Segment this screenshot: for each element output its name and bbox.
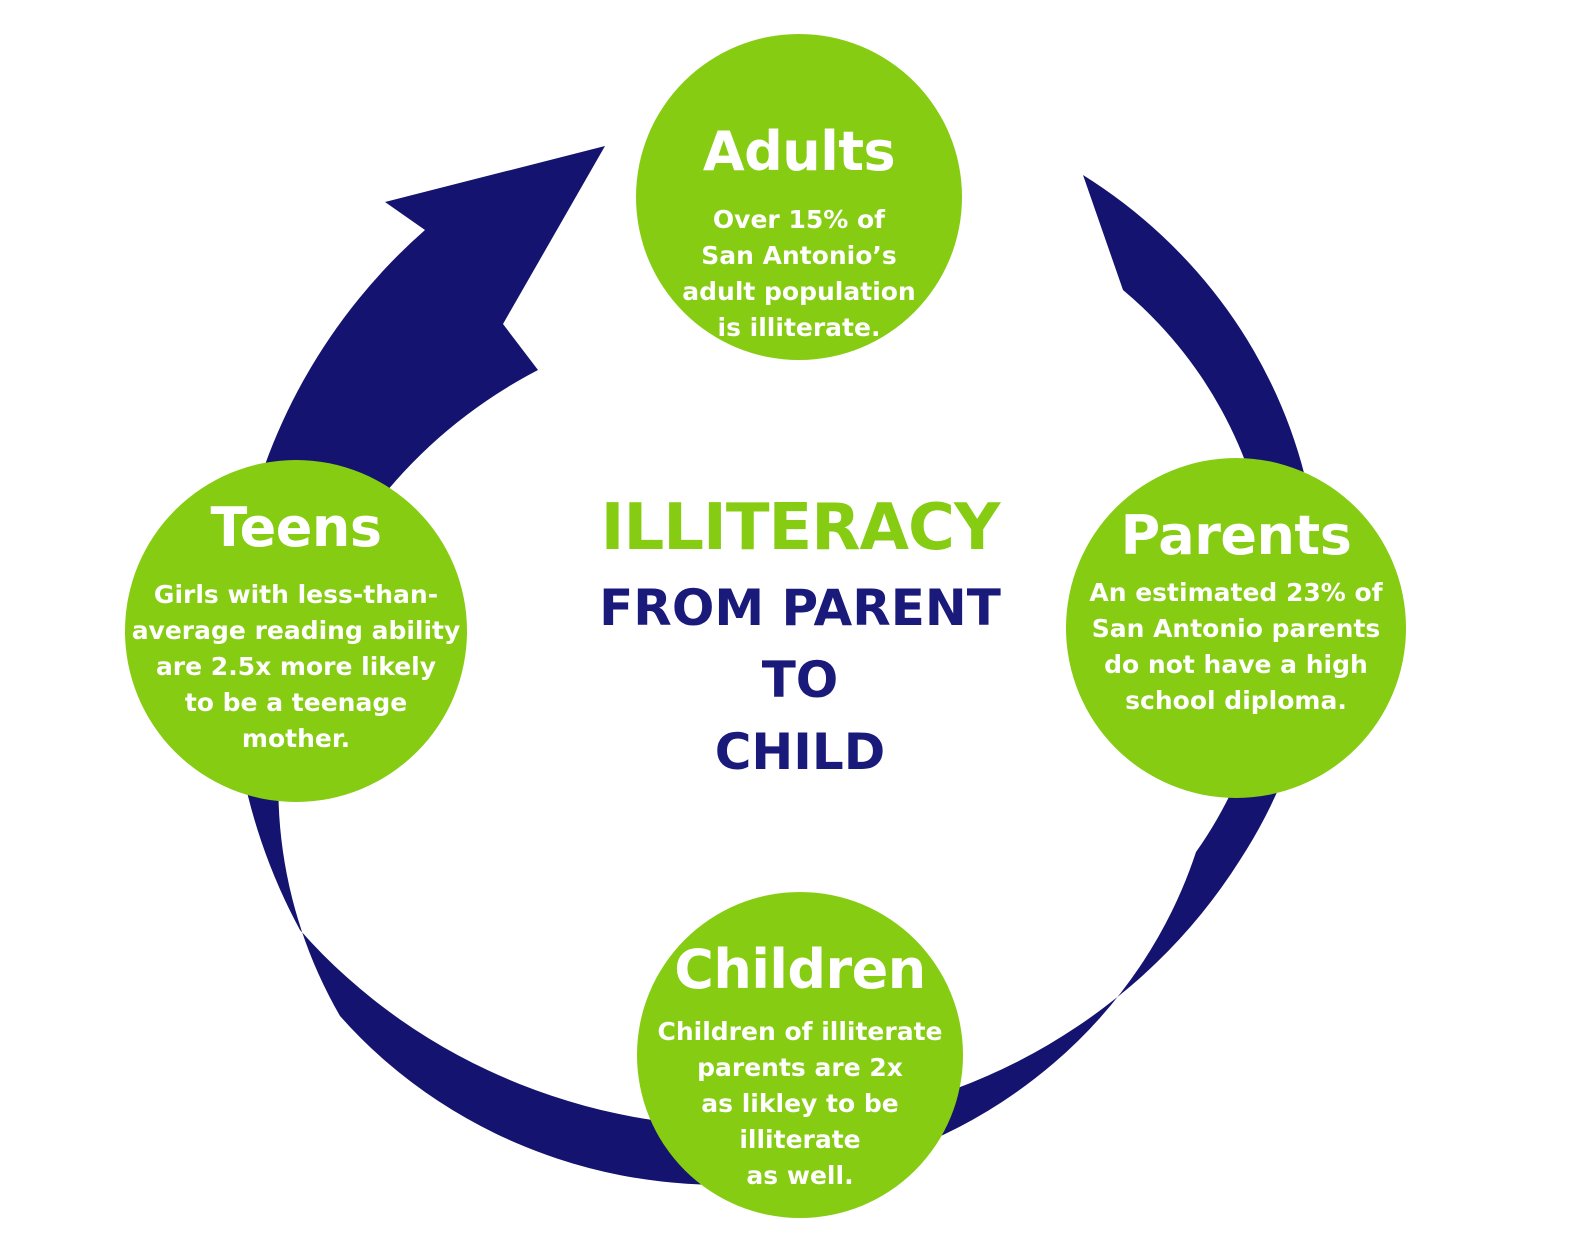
stage-circle-parents: Parents An estimated 23% of San Antonio …	[1066, 458, 1406, 798]
stage-description-line: do not have a high	[1104, 650, 1368, 679]
stage-circle-teens: Teens Girls with less-than- average read…	[125, 460, 467, 802]
stage-description-line: school diploma.	[1125, 686, 1347, 715]
stage-description: Girls with less-than- average reading ab…	[125, 577, 467, 757]
diagram-subtitle: FROM PARENT TO CHILD	[520, 572, 1080, 788]
stage-description-line: are 2.5x more likely	[155, 652, 437, 681]
stage-circle-adults: Adults Over 15% of San Antonio’s adult p…	[636, 34, 962, 360]
stage-description-line: as well.	[746, 1161, 854, 1190]
subtitle-line: CHILD	[714, 723, 886, 781]
stage-description-line: An estimated 23% of	[1089, 578, 1383, 607]
subtitle-line: TO	[761, 651, 839, 709]
stage-title: Adults	[702, 120, 896, 183]
subtitle-line: FROM PARENT	[599, 579, 1001, 637]
stage-title: Children	[674, 938, 926, 1001]
stage-description-line: illiterate	[739, 1125, 861, 1154]
stage-description: Over 15% of San Antonio’s adult populati…	[636, 202, 962, 346]
stage-description: Children of illiterate parents are 2x as…	[637, 1014, 963, 1194]
stage-description: An estimated 23% of San Antonio parents …	[1066, 575, 1406, 719]
stage-description-line: parents are 2x	[697, 1053, 903, 1082]
stage-description-line: is illiterate.	[717, 313, 881, 342]
stage-description-line: Girls with less-than-	[153, 580, 439, 609]
stage-title: Teens	[210, 496, 383, 559]
stage-description-line: mother.	[241, 724, 351, 753]
stage-description-line: adult population	[682, 277, 916, 306]
stage-circle-children: Children Children of illiterate parents …	[637, 892, 963, 1218]
diagram-title: ILLITERACY	[600, 491, 1001, 565]
stage-description-line: average reading ability	[131, 616, 461, 645]
center-heading: ILLITERACY FROM PARENT TO CHILD	[520, 484, 1080, 788]
stage-description-line: San Antonio parents	[1091, 614, 1381, 643]
stage-title: Parents	[1120, 504, 1352, 567]
stage-description-line: Children of illiterate	[657, 1017, 943, 1046]
stage-description-line: to be a teenage	[184, 688, 408, 717]
stage-description-line: Over 15% of	[712, 205, 886, 234]
stage-description-line: San Antonio’s	[701, 241, 897, 270]
stage-description-line: as likley to be	[701, 1089, 899, 1118]
